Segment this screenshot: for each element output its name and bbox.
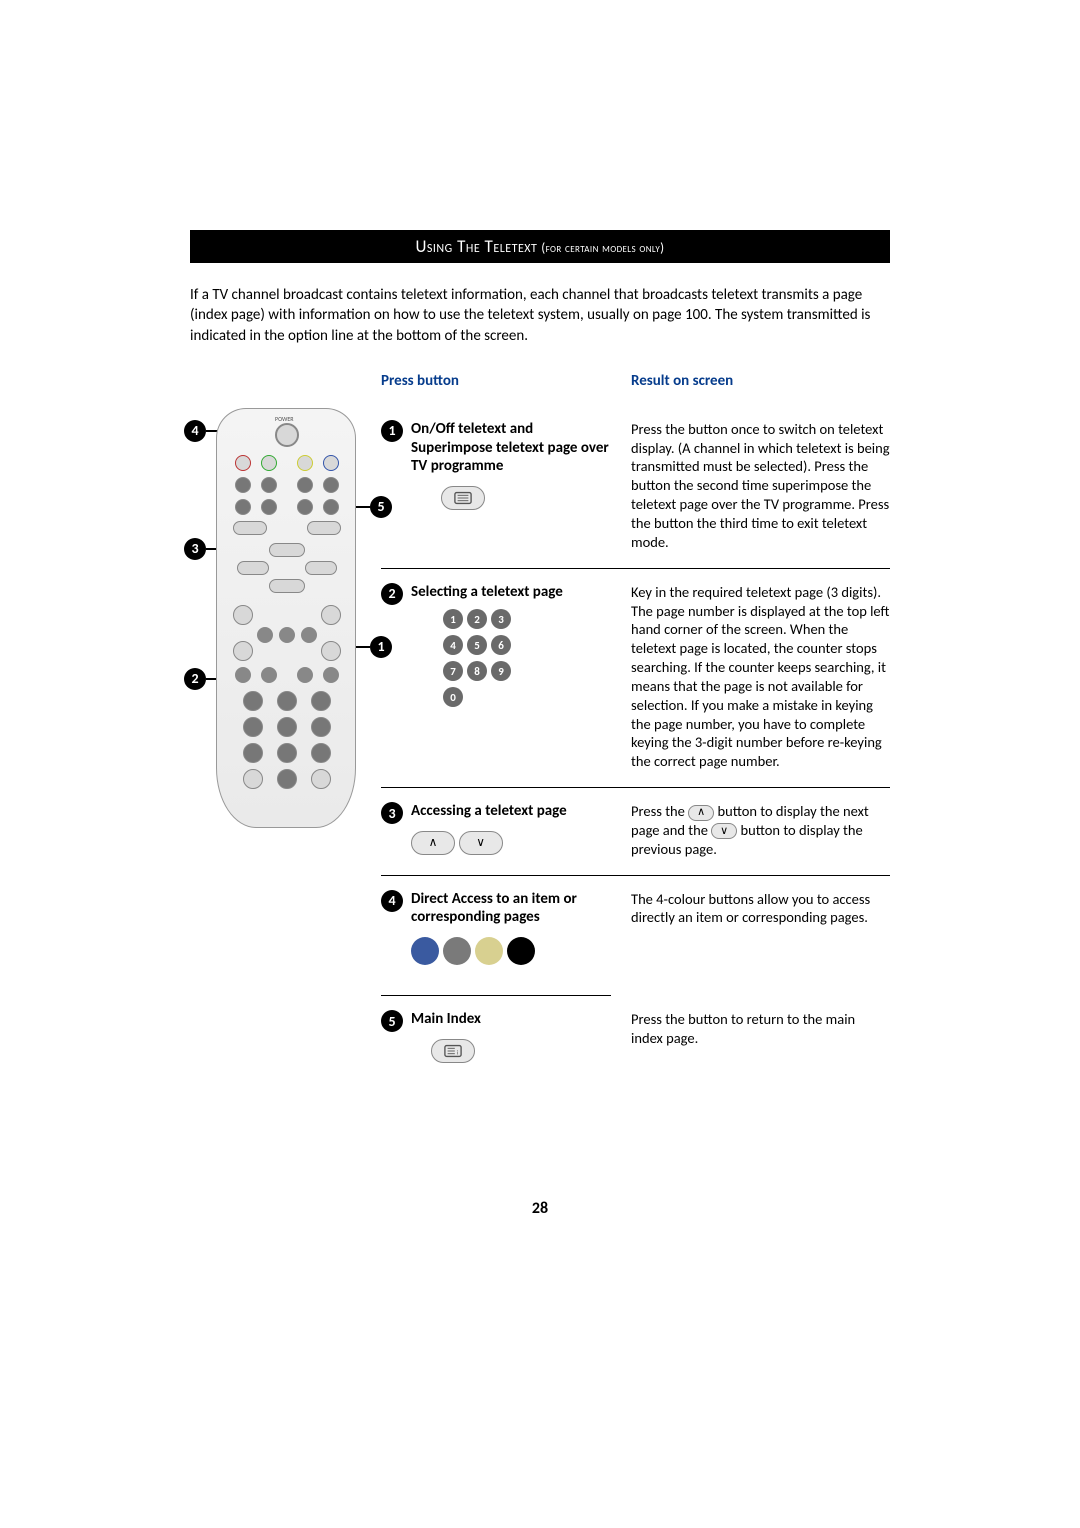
color-yellow-icon — [297, 455, 313, 471]
remote-key-9 — [311, 743, 331, 763]
remote-key-left — [243, 769, 263, 789]
callout-2: 2 — [184, 668, 206, 690]
step-2-result: Key in the required teletext page (3 dig… — [611, 583, 890, 771]
nav-left-icon — [237, 561, 269, 575]
step-3-number: 3 — [381, 802, 403, 824]
color-buttons-icon — [411, 937, 611, 965]
intro-paragraph: If a TV channel broadcast contains telet… — [190, 285, 890, 346]
nav-right-icon — [305, 561, 337, 575]
title-main: Using The Teletext — [415, 236, 537, 257]
up-button-icon: ∧ — [411, 831, 455, 855]
remote-key-7 — [243, 743, 263, 763]
step-5-result: Press the button to return to the main i… — [611, 1010, 890, 1063]
remote-control: POWER — [216, 408, 356, 828]
callout-4: 4 — [184, 420, 206, 442]
remote-key-8 — [277, 743, 297, 763]
dot-grey-icon — [443, 937, 471, 965]
remote-key-2 — [277, 691, 297, 711]
step-3-label: Accessing a teletext page — [411, 802, 567, 821]
remote-pill-right — [307, 521, 341, 535]
color-green-icon — [261, 455, 277, 471]
remote-pill-left — [233, 521, 267, 535]
inline-down-icon: ∨ — [711, 823, 737, 839]
nav-up-icon — [269, 543, 305, 557]
callout-3: 3 — [184, 538, 206, 560]
inline-up-icon: ∧ — [688, 805, 714, 821]
callout-5: 5 — [370, 496, 392, 518]
callout-1: 1 — [370, 636, 392, 658]
step-1-label: On/Off teletext and Superimpose teletext… — [411, 420, 611, 476]
header-result: Result on screen — [611, 368, 890, 394]
step-1-number: 1 — [381, 420, 403, 442]
power-button-icon — [275, 423, 299, 447]
step-4-label: Direct Access to an item or correspondin… — [411, 890, 611, 928]
step-4-number: 4 — [381, 890, 403, 912]
down-button-icon: ∨ — [459, 831, 503, 855]
header-press-button: Press button — [381, 368, 611, 394]
step-5-number: 5 — [381, 1010, 403, 1032]
index-button-icon: i — [431, 1039, 475, 1063]
remote-illustration-column: 4 3 2 5 1 POWER — [190, 368, 365, 1063]
svg-text:i: i — [457, 1048, 459, 1056]
remote-key-right — [311, 769, 331, 789]
remote-key-0 — [277, 769, 297, 789]
step-1-result: Press the button once to switch on telet… — [611, 420, 890, 552]
remote-key-1 — [243, 691, 263, 711]
remote-key-6 — [311, 717, 331, 737]
teletext-button-icon — [441, 486, 485, 510]
step-4-result: The 4-colour buttons allow you to access… — [611, 890, 890, 966]
color-red-icon — [235, 455, 251, 471]
title-sub: (for certain models only) — [541, 241, 664, 256]
section-title: Using The Teletext (for certain models o… — [190, 230, 890, 263]
page-number: 28 — [0, 1199, 1080, 1218]
remote-key-3 — [311, 691, 331, 711]
color-blue-icon — [323, 455, 339, 471]
dot-blue-icon — [411, 937, 439, 965]
remote-key-5 — [277, 717, 297, 737]
nav-down-icon — [269, 579, 305, 593]
keypad-icon: 123 456 789 0 — [441, 607, 563, 709]
step-2-label: Selecting a teletext page — [411, 583, 563, 602]
step-3-result: Press the ∧ button to display the next p… — [611, 802, 890, 859]
dot-yellow-icon — [475, 937, 503, 965]
remote-key-4 — [243, 717, 263, 737]
step-5-label: Main Index — [411, 1010, 481, 1029]
step-2-number: 2 — [381, 583, 403, 605]
dot-black-icon — [507, 937, 535, 965]
